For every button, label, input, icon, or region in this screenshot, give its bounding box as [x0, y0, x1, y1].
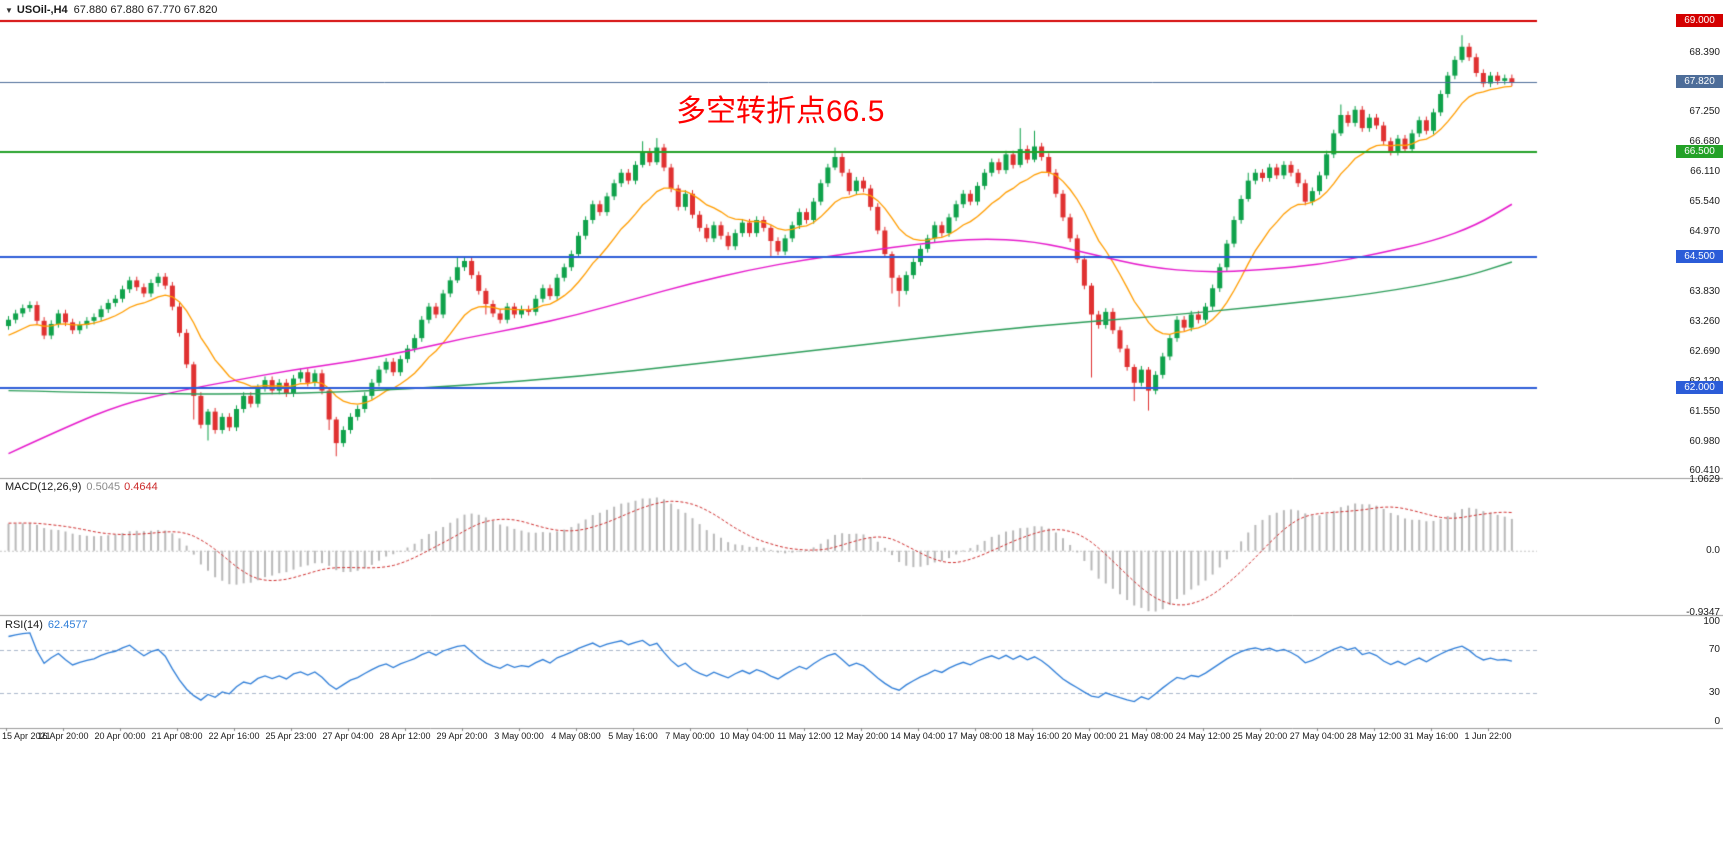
time-label: 28 Apr 12:00 — [379, 731, 431, 741]
symbol-timeframe: USOil-,H4 — [16, 4, 68, 16]
price-badge: 67.820 — [1676, 75, 1723, 89]
price-tick-label: 67.250 — [1689, 106, 1720, 118]
time-label: 20 Apr 00:00 — [94, 731, 146, 741]
rsi-indicator-label: RSI(14) 62.4577 — [5, 619, 88, 631]
time-label: 1 Jun 22:00 — [1464, 731, 1512, 741]
rsi-value: 62.4577 — [47, 619, 88, 631]
rsi-axis-label: 70 — [1708, 644, 1720, 656]
rsi-axis-label: 0 — [1714, 716, 1720, 727]
time-label: 28 May 12:00 — [1346, 731, 1402, 741]
macd-main-value: 0.5045 — [86, 481, 121, 493]
time-label: 20 May 00:00 — [1061, 731, 1117, 741]
time-label: 31 May 16:00 — [1403, 731, 1459, 741]
time-label: 25 Apr 23:00 — [265, 731, 317, 741]
text-annotation[interactable]: 多空转折点66.5 — [676, 95, 885, 128]
macd-signal-value: 0.4644 — [124, 481, 158, 493]
price-tick-label: 68.390 — [1689, 46, 1720, 58]
time-label: 10 May 04:00 — [719, 731, 775, 741]
time-label: 7 May 00:00 — [665, 731, 715, 741]
macd-axis-label: 1.0629 — [1689, 474, 1720, 485]
time-label: 24 May 12:00 — [1175, 731, 1231, 741]
ohlc-values: 67.880 67.880 67.770 67.820 — [73, 4, 218, 16]
price-tick-label: 65.540 — [1689, 196, 1720, 208]
chevron-down-icon[interactable]: ▼ — [5, 6, 13, 15]
time-label: 5 May 16:00 — [608, 731, 658, 741]
time-label: 21 Apr 08:00 — [151, 731, 203, 741]
time-label: 17 May 08:00 — [947, 731, 1003, 741]
price-tick-label: 63.260 — [1689, 315, 1720, 327]
time-label: 4 May 08:00 — [551, 731, 601, 741]
time-label: 27 May 04:00 — [1289, 731, 1345, 741]
price-badge: 66.500 — [1676, 144, 1723, 158]
rsi-axis-label: 30 — [1708, 686, 1720, 698]
macd-indicator-label: MACD(12,26,9) 0.5045 0.4644 — [5, 481, 158, 493]
time-label: 25 May 20:00 — [1232, 731, 1288, 741]
price-tick-label: 60.980 — [1689, 435, 1720, 447]
time-label: 22 Apr 16:00 — [208, 731, 260, 741]
time-label: 11 May 12:00 — [777, 731, 831, 741]
rsi-label-text: RSI(14) — [5, 619, 43, 631]
time-label: 14 May 04:00 — [890, 731, 946, 741]
rsi-axis-label: 100 — [1703, 616, 1720, 627]
macd-label-text: MACD(12,26,9) — [5, 481, 82, 493]
time-label: 3 May 00:00 — [494, 731, 544, 741]
time-label: 18 May 16:00 — [1004, 731, 1060, 741]
price-tick-label: 66.680 — [1689, 136, 1720, 148]
ohlc-readout: ▼ USOil-,H4 67.880 67.880 67.770 67.820 — [5, 4, 217, 16]
price-badge: 62.000 — [1676, 381, 1723, 394]
price-tick-label: 66.110 — [1690, 166, 1720, 178]
price-tick-label: 64.970 — [1689, 226, 1720, 238]
price-badge: 69.000 — [1676, 13, 1723, 27]
price-tick-label: 63.830 — [1689, 285, 1720, 297]
time-label: 21 May 08:00 — [1118, 731, 1174, 741]
price-tick-label: 62.690 — [1689, 345, 1720, 357]
time-label: 16 Apr 20:00 — [37, 731, 89, 741]
macd-axis-label: 0.0 — [1706, 544, 1720, 556]
price-badge: 64.500 — [1676, 249, 1723, 263]
price-tick-label: 61.550 — [1689, 405, 1720, 417]
time-label: 12 May 20:00 — [833, 731, 889, 741]
time-label: 27 Apr 04:00 — [322, 731, 374, 741]
time-label: 29 Apr 20:00 — [436, 731, 488, 741]
price-tick-label: 60.410 — [1689, 465, 1720, 477]
macd-axis-label: -0.9347 — [1686, 607, 1720, 618]
time-label: 15 Apr 2021 — [2, 731, 51, 741]
